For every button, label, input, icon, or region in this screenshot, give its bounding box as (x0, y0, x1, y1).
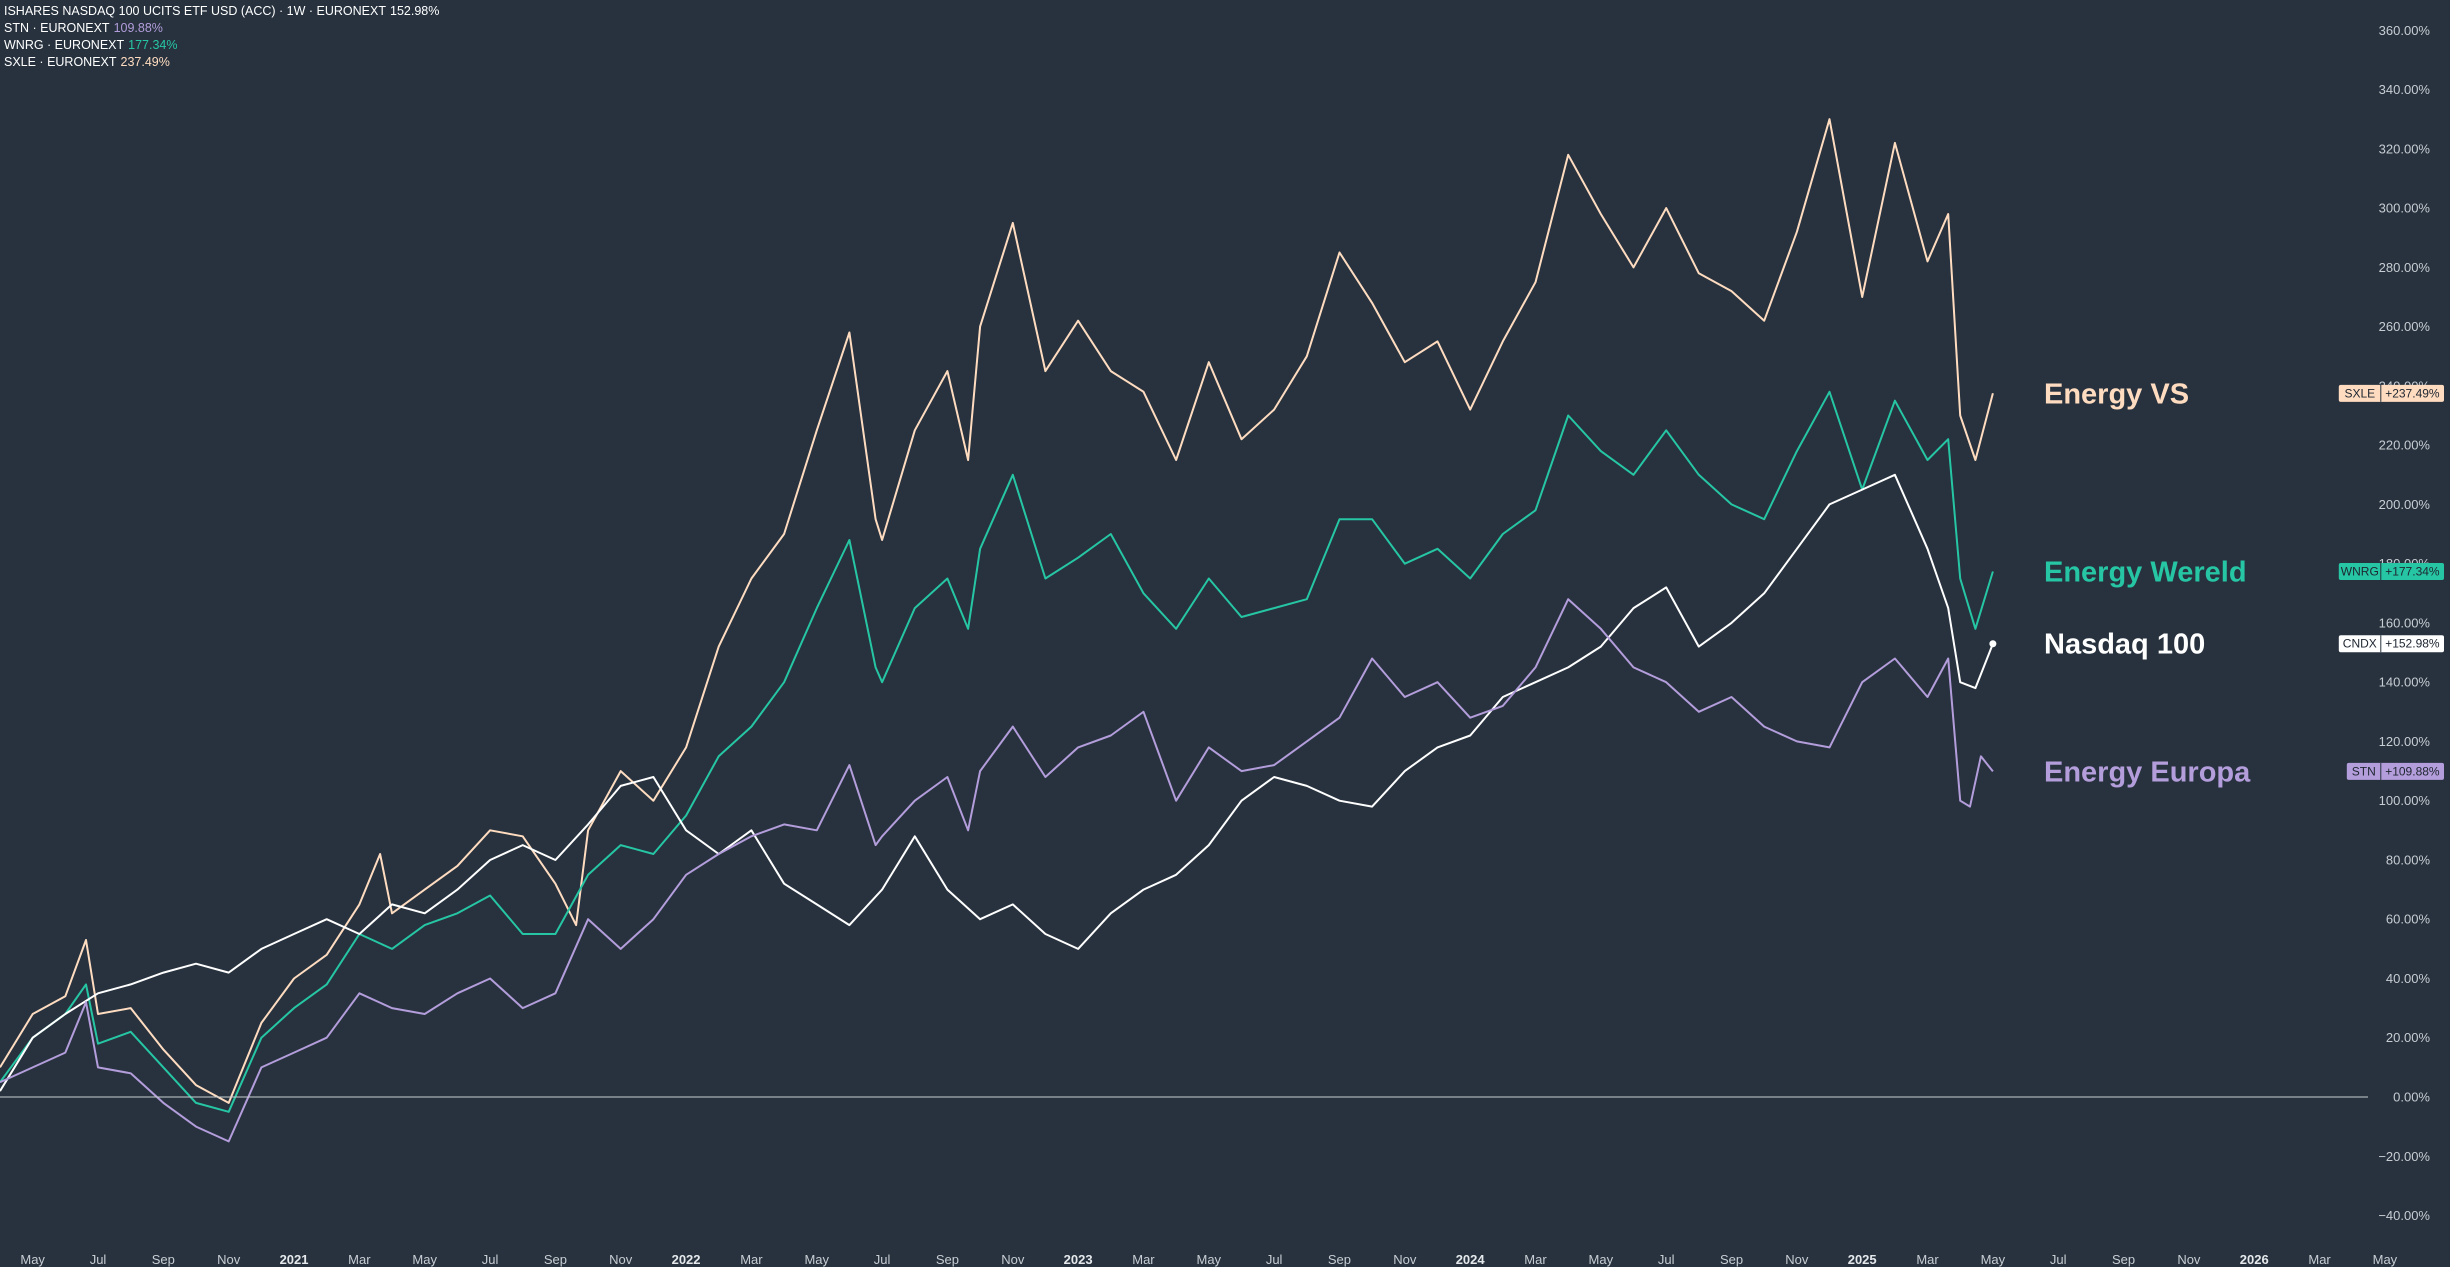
series-label-sxle: Energy VS (2044, 378, 2189, 410)
legend-label: SXLE · EURONEXT (4, 55, 117, 69)
x-tick-label: Mar (348, 1252, 371, 1267)
y-tick-label: 20.00% (2386, 1030, 2431, 1045)
legend-row-main: ISHARES NASDAQ 100 UCITS ETF USD (ACC) ·… (4, 3, 439, 20)
y-tick-label: 80.00% (2386, 852, 2431, 867)
y-tick-label: 340.00% (2379, 82, 2431, 97)
legend-value: 237.49% (120, 55, 170, 69)
y-tick-label: 100.00% (2379, 793, 2431, 808)
x-tick-label: Nov (1001, 1252, 1025, 1267)
y-tick-label: 0.00% (2393, 1090, 2430, 1105)
badge-ticker: CNDX (2343, 637, 2377, 651)
x-tick-label: 2026 (2240, 1252, 2269, 1267)
legend-row-stn: STN · EURONEXT 109.88% (4, 20, 439, 37)
price-badge-sxle: SXLE +237.49% (2338, 384, 2444, 402)
series-label-cndx: Nasdaq 100 (2044, 629, 2205, 661)
x-tick-label: 2024 (1456, 1252, 1486, 1267)
legend-row-sxle: SXLE · EURONEXT 237.49% (4, 54, 439, 71)
y-tick-label: 160.00% (2379, 615, 2431, 630)
badge-ticker: STN (2352, 764, 2376, 778)
x-tick-label: Sep (152, 1252, 175, 1267)
x-tick-label: May (1197, 1252, 1222, 1267)
x-tick-label: 2021 (280, 1252, 309, 1267)
legend: ISHARES NASDAQ 100 UCITS ETF USD (ACC) ·… (4, 3, 439, 71)
legend-label: WNRG · EURONEXT (4, 38, 125, 52)
badge-value: +152.98% (2385, 637, 2440, 651)
legend-value: 177.34% (128, 38, 178, 52)
y-tick-label: 60.00% (2386, 912, 2431, 927)
x-axis: May Jul Sep Nov 2021 Mar May Jul Sep Nov 2022 Mar Ma… (20, 1252, 2397, 1267)
x-tick-label: May (20, 1252, 45, 1267)
y-tick-label: 40.00% (2386, 971, 2431, 986)
y-tick-label: 140.00% (2379, 675, 2431, 690)
badge-value: +237.49% (2385, 386, 2440, 400)
x-tick-label: May (1981, 1252, 2006, 1267)
series-label-stn: Energy Europa (2044, 756, 2251, 788)
badge-value: +109.88% (2385, 764, 2440, 778)
x-tick-label: Nov (1393, 1252, 1417, 1267)
badge-ticker: WNRG (2341, 565, 2379, 579)
y-tick-label: −20.00% (2378, 1149, 2430, 1164)
legend-label: ISHARES NASDAQ 100 UCITS ETF USD (ACC) ·… (4, 4, 386, 18)
x-tick-label: Nov (217, 1252, 241, 1267)
x-tick-label: Sep (2112, 1252, 2135, 1267)
price-badges: SXLE +237.49% WNRG +177.34% CNDX +152.98% STN +… (2338, 384, 2444, 780)
price-badge-wnrg: WNRG +177.34% (2338, 563, 2444, 581)
x-tick-label: Nov (609, 1252, 633, 1267)
series-line-sxle (0, 118, 1994, 1104)
x-tick-label: Mar (2308, 1252, 2331, 1267)
legend-label: STN · EURONEXT (4, 21, 110, 35)
badge-ticker: SXLE (2344, 386, 2375, 400)
x-tick-label: Sep (544, 1252, 567, 1267)
price-badge-stn: STN +109.88% (2346, 762, 2444, 780)
x-tick-label: Mar (1132, 1252, 1155, 1267)
x-tick-label: 2022 (672, 1252, 701, 1267)
series-line-wnrg (0, 390, 1994, 1113)
x-tick-label: Mar (740, 1252, 763, 1267)
y-tick-label: 280.00% (2379, 260, 2431, 275)
legend-value: 152.98% (390, 4, 440, 18)
legend-value: 109.88% (113, 21, 163, 35)
legend-row-wnrg: WNRG · EURONEXT 177.34% (4, 37, 439, 54)
y-tick-label: −40.00% (2378, 1208, 2430, 1223)
x-tick-label: Sep (936, 1252, 959, 1267)
x-tick-label: Mar (1916, 1252, 1939, 1267)
x-tick-label: Jul (874, 1252, 891, 1267)
x-tick-label: Jul (90, 1252, 107, 1267)
y-tick-label: 260.00% (2379, 319, 2431, 334)
x-tick-label: Sep (1720, 1252, 1743, 1267)
x-tick-label: Jul (1658, 1252, 1675, 1267)
y-tick-label: 360.00% (2379, 23, 2431, 38)
x-tick-label: 2023 (1064, 1252, 1093, 1267)
y-tick-label: 320.00% (2379, 141, 2431, 156)
x-tick-label: May (1589, 1252, 1614, 1267)
series-labels: Energy VS Energy Wereld Nasdaq 100 Energy E… (2044, 378, 2251, 788)
y-axis: 360.00% 340.00% 320.00% 300.00% 280.00% 260.0… (2378, 23, 2430, 1223)
x-tick-label: Nov (1785, 1252, 1809, 1267)
y-tick-label: 220.00% (2379, 438, 2431, 453)
x-tick-label: Jul (1266, 1252, 1283, 1267)
x-tick-label: May (412, 1252, 437, 1267)
series-lines (0, 118, 1997, 1143)
x-tick-label: Mar (1524, 1252, 1547, 1267)
x-tick-label: 2025 (1848, 1252, 1877, 1267)
x-tick-label: May (2373, 1252, 2398, 1267)
x-tick-label: May (804, 1252, 829, 1267)
y-tick-label: 300.00% (2379, 201, 2431, 216)
y-tick-label: 200.00% (2379, 497, 2431, 512)
x-tick-label: Jul (2050, 1252, 2067, 1267)
x-tick-label: Jul (482, 1252, 499, 1267)
price-badge-cndx: CNDX +152.98% (2338, 635, 2444, 653)
badge-value: +177.34% (2385, 565, 2440, 579)
series-line-cndx (0, 473, 1994, 1092)
series-label-wnrg: Energy Wereld (2044, 557, 2247, 589)
last-value-dot (1989, 640, 1997, 648)
x-tick-label: Nov (2177, 1252, 2201, 1267)
series-line-stn (0, 598, 1994, 1143)
x-tick-label: Sep (1328, 1252, 1351, 1267)
y-tick-label: 120.00% (2379, 734, 2431, 749)
